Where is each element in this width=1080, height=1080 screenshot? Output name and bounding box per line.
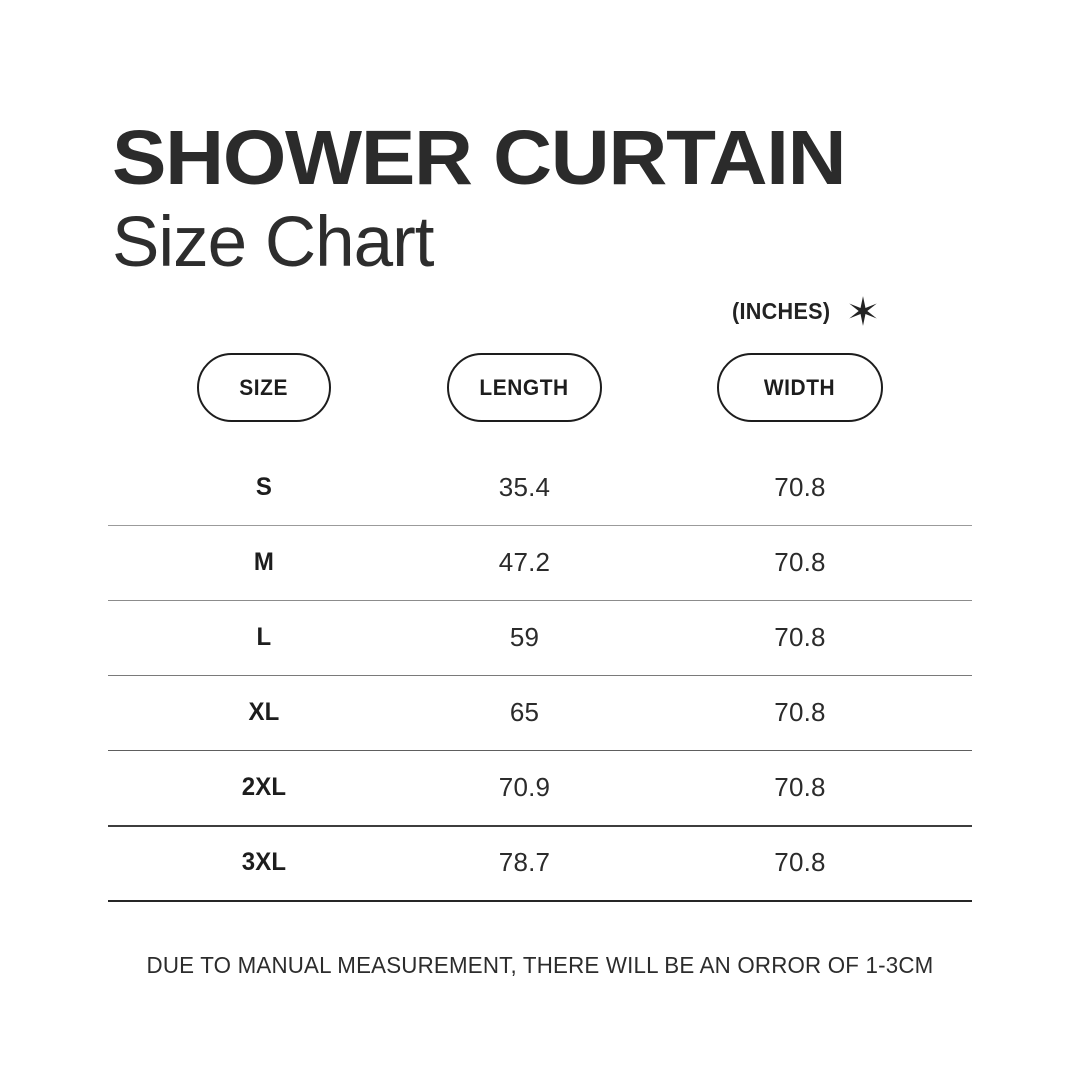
cell-width: 70.8 (774, 697, 826, 727)
table-row: XL 65 70.8 (108, 675, 972, 751)
table-row: 3XL 78.7 70.8 (108, 825, 972, 902)
column-header-size: SIZE (197, 353, 331, 422)
row-divider (108, 825, 972, 827)
unit-label: (INCHES) (732, 297, 831, 324)
table-row: 2XL 70.9 70.8 (108, 750, 972, 827)
subtitle-row: Size Chart (INCHES) (112, 198, 968, 326)
asterisk-icon (848, 296, 877, 326)
measurement-disclaimer: DUE TO MANUAL MEASUREMENT, THERE WILL BE… (146, 952, 934, 978)
cell-width: 70.8 (774, 772, 826, 802)
cell-size: 3XL (241, 848, 287, 876)
row-divider (108, 675, 972, 676)
cell-size: 2XL (241, 773, 287, 801)
cell-width: 70.8 (774, 847, 826, 877)
cell-width: 70.8 (774, 622, 826, 652)
row-divider (108, 600, 972, 601)
table-header-row: SIZE LENGTH WIDTH (108, 353, 972, 423)
size-table: S 35.4 70.8 M 47.2 70.8 L 59 70.8 XL 65 … (108, 450, 972, 902)
column-header-width-label: WIDTH (764, 374, 836, 400)
page-title: SHOWER CURTAIN (112, 115, 847, 201)
cell-length: 78.7 (498, 847, 551, 877)
cell-length: 35.4 (498, 472, 551, 502)
column-header-width: WIDTH (717, 353, 883, 422)
cell-size: L (256, 623, 272, 651)
column-header-size-label: SIZE (239, 374, 289, 400)
cell-length: 70.9 (498, 772, 551, 802)
cell-size: XL (248, 698, 280, 726)
header-block: SHOWER CURTAIN Size Chart (INCHES) (112, 118, 968, 326)
cell-size: S (255, 473, 273, 501)
cell-length: 65 (509, 697, 540, 727)
row-divider (108, 900, 972, 902)
page-subtitle: Size Chart (112, 203, 434, 282)
row-divider (108, 750, 972, 751)
cell-size: M (253, 548, 275, 576)
row-divider (108, 525, 972, 526)
cell-width: 70.8 (774, 547, 826, 577)
column-header-length-label: LENGTH (479, 374, 570, 400)
column-header-length: LENGTH (447, 353, 602, 422)
table-row: L 59 70.8 (108, 600, 972, 676)
table-row: S 35.4 70.8 (108, 450, 972, 526)
cell-width: 70.8 (774, 472, 826, 502)
unit-annotation: (INCHES) (732, 294, 880, 328)
cell-length: 59 (509, 622, 540, 652)
table-row: M 47.2 70.8 (108, 525, 972, 601)
cell-length: 47.2 (498, 547, 551, 577)
